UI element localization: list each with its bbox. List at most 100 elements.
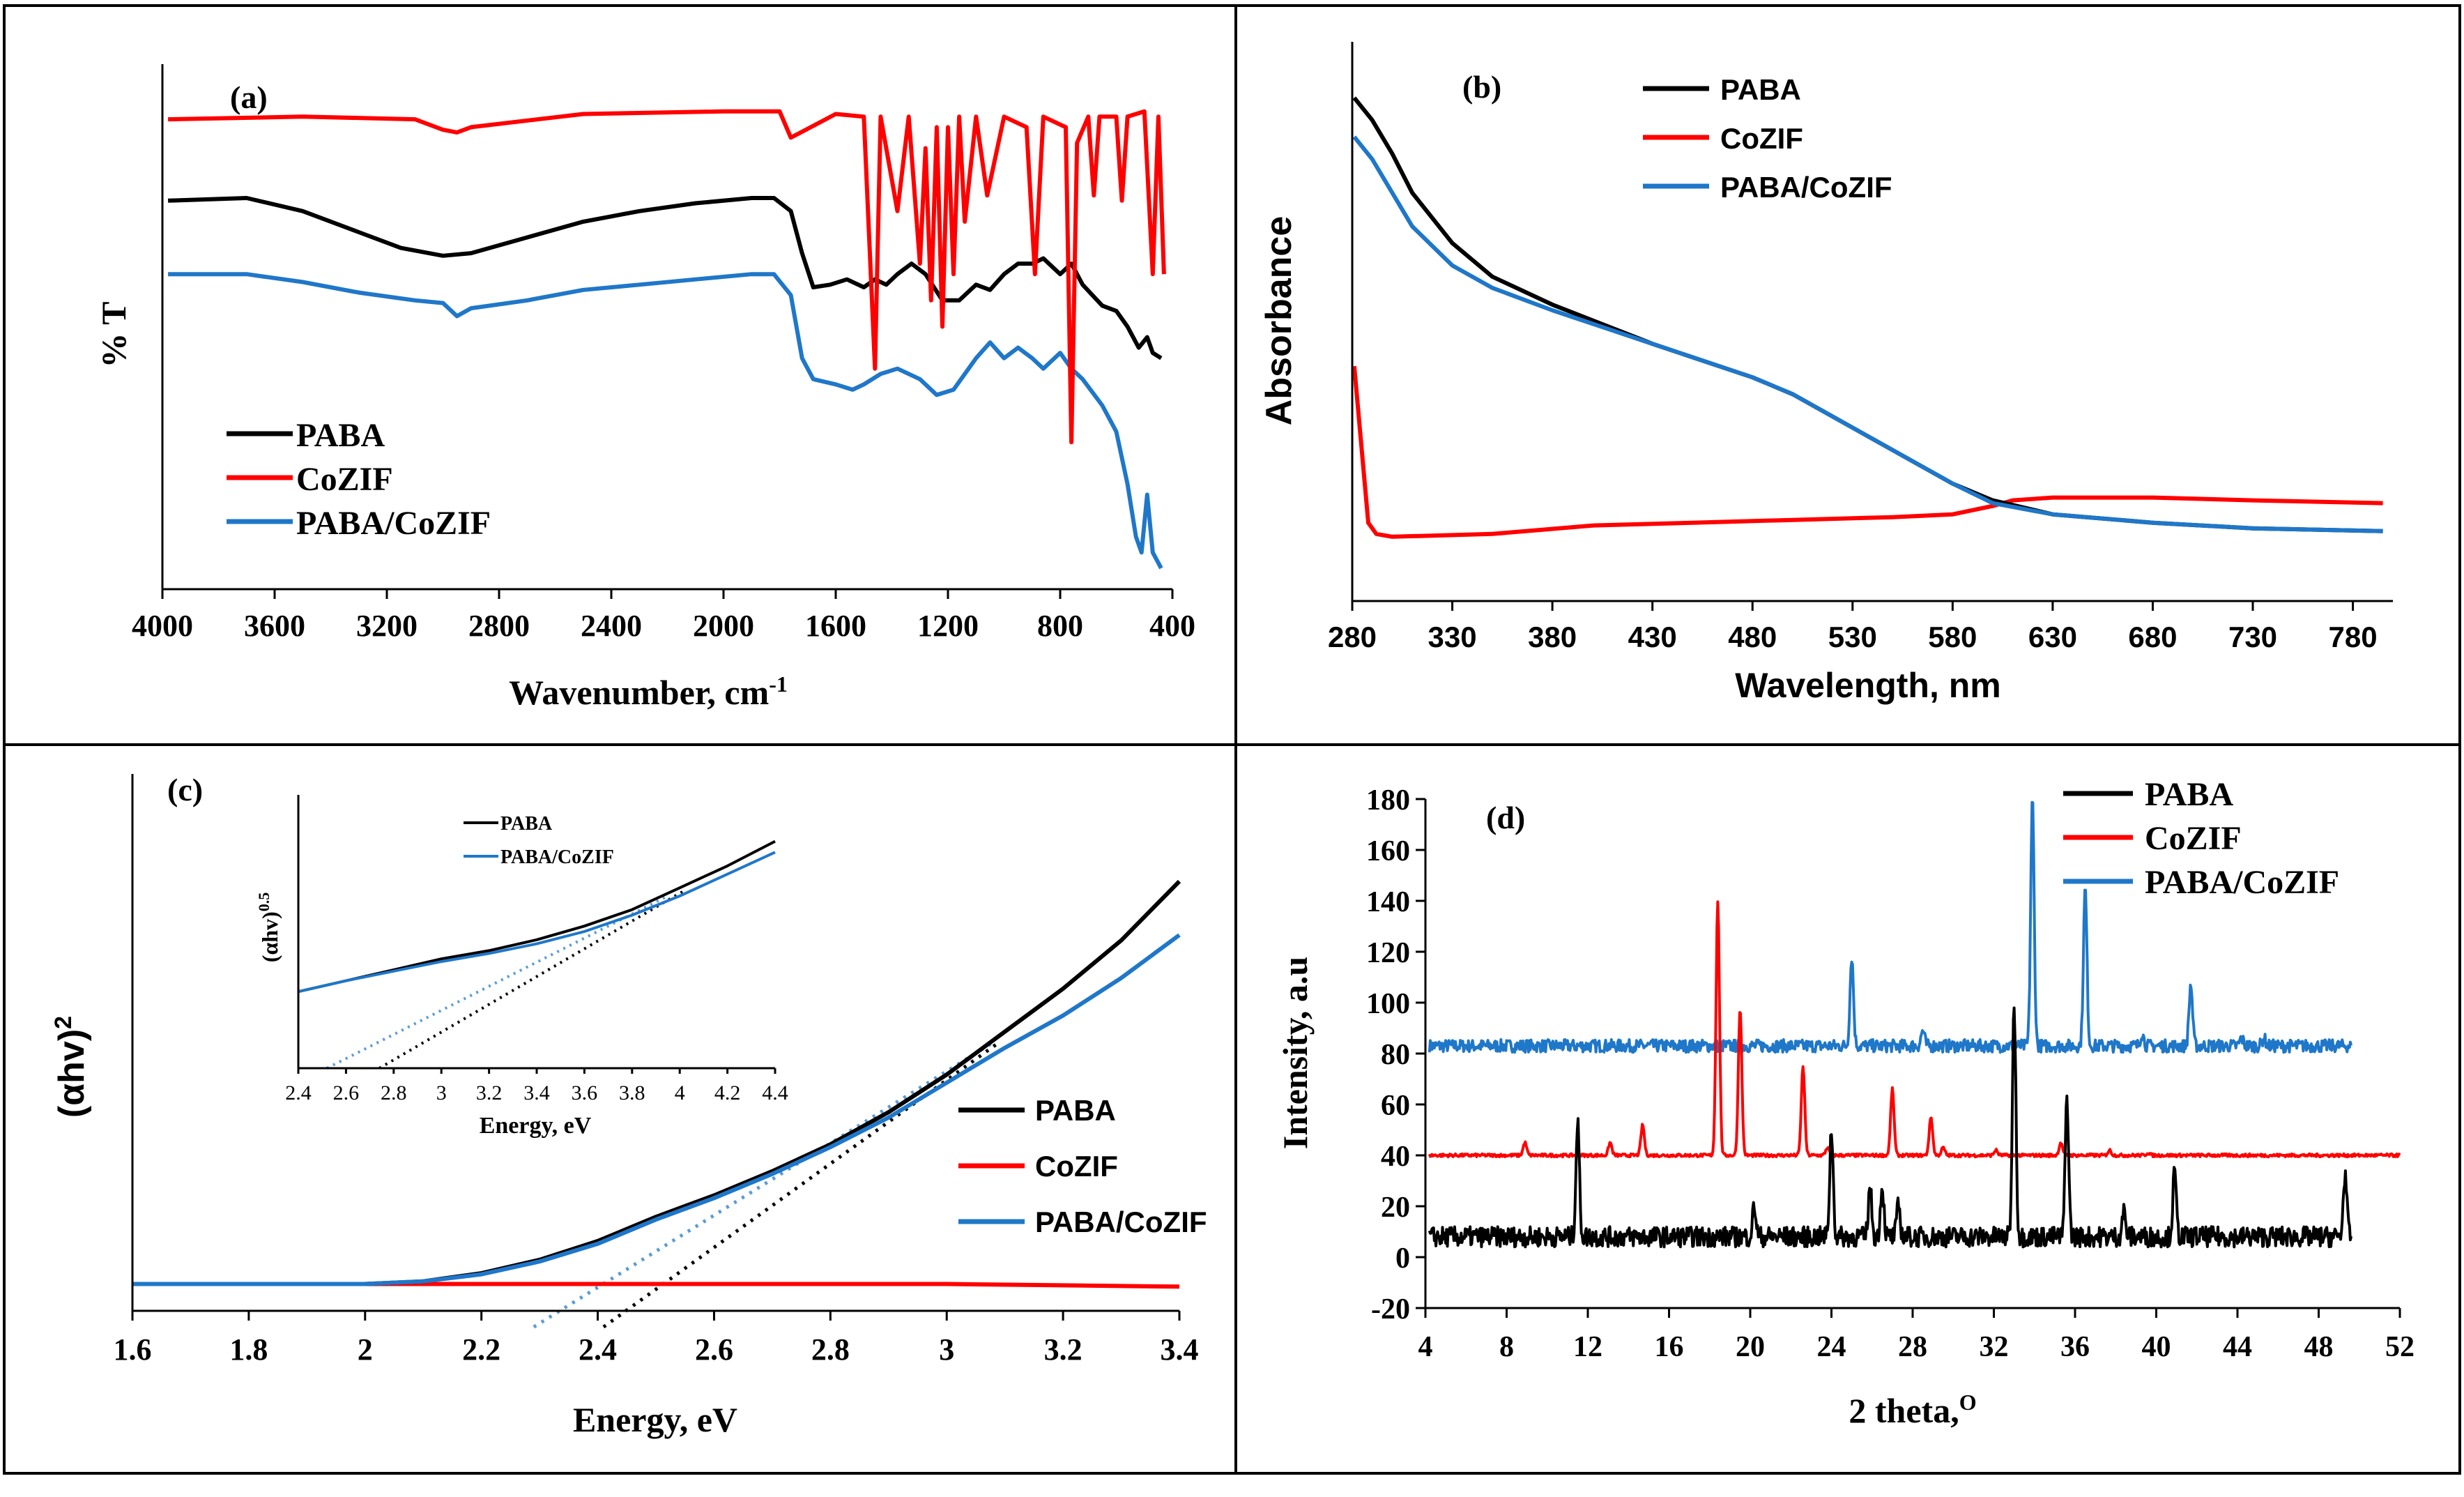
panel-a-x-label: Wavenumber, cm-1: [509, 671, 788, 712]
x-tick-label: 44: [2223, 1331, 2252, 1363]
series-line-paba-cozif: [1352, 135, 2383, 533]
y-tick-label: 0: [1395, 1243, 1410, 1275]
x-tick-label: 40: [2142, 1331, 2171, 1363]
y-tick-label: 60: [1381, 1090, 1410, 1122]
legend-label-paba-cozif: PABA/CoZIF: [1720, 171, 1892, 204]
panel-c-plot-area: [132, 879, 1181, 1329]
legend-label-cozif: CoZIF: [1720, 122, 1803, 155]
y-tick-label: 160: [1366, 835, 1410, 867]
panel-b-plot-area: [1352, 96, 2383, 539]
x-tick-label: 730: [2228, 621, 2277, 653]
panel-c-x-ticks: 1.6 1.8 2 2.2 2.4 2.6 2.8 3 3.2 3.4: [114, 1311, 1199, 1367]
panel-a-x-ticks: 4000 3600 3200 2800 2400 2000 1600 1200 800 400: [132, 589, 1195, 643]
panel-c-legend: PABA CoZIF PABA/CoZIF: [958, 1094, 1207, 1238]
legend-label-cozif: CoZIF: [2145, 820, 2242, 857]
y-tick-label: 140: [1366, 886, 1410, 918]
panel-b-legend: PABA CoZIF PABA/CoZIF: [1643, 73, 1892, 204]
x-tick-label: 630: [2028, 621, 2077, 653]
legend-label-paba: PABA: [1720, 73, 1801, 106]
x-tick-label: 280: [1328, 621, 1377, 653]
x-tick-label: 400: [1149, 609, 1195, 643]
inset-y-label: (αhv)0.5: [255, 892, 282, 962]
x-tick-label: 780: [2329, 621, 2378, 653]
x-tick-label: 3200: [356, 609, 418, 643]
inset-fit-line-paba-fit: [378, 889, 686, 1070]
figure-frame: [3, 4, 2461, 1475]
x-tick-label: 52: [2385, 1331, 2415, 1363]
panel-b-label: (b): [1462, 69, 1501, 105]
series-line-paba: [1428, 1006, 2353, 1249]
inset-legend-label-paba-cozif: PABA/CoZIF: [500, 846, 614, 868]
x-tick-label: 32: [1980, 1331, 2009, 1363]
x-tick-label: 3: [939, 1332, 954, 1367]
panel-d-x-label: 2 theta,O: [1849, 1390, 1976, 1430]
inset-x-tick-label: 3.8: [619, 1081, 645, 1104]
y-tick-label: 120: [1366, 937, 1410, 969]
x-tick-label: 1.6: [114, 1332, 152, 1367]
x-tick-label: 380: [1528, 621, 1577, 653]
panel-d-x-ticks: 4 8 12 16 20 24 28 32 36 40 44 48 52: [1418, 1308, 2415, 1363]
inset-x-ticks: 2.4 2.6 2.8 3 3.2 3.4 3.6 3.8 4 4.2 4.4: [285, 1068, 788, 1104]
y-tick-label: 100: [1366, 988, 1410, 1020]
inset-legend-label-paba: PABA: [500, 813, 553, 835]
inset-x-tick-label: 4.4: [762, 1081, 788, 1104]
legend-label-paba: PABA: [1035, 1094, 1116, 1127]
panel-a-label: (a): [230, 79, 268, 115]
panel-a-legend: PABA CoZIF PABA/CoZIF: [227, 417, 491, 542]
series-line-paba-cozif: [132, 933, 1181, 1286]
panel-c-inset: 2.4 2.6 2.8 3 3.2 3.4 3.6 3.8 4 4.2 4.4 Energy, eV…: [255, 795, 788, 1139]
panel-a-plot-area: [167, 109, 1166, 570]
y-tick-label: 180: [1366, 784, 1410, 816]
x-tick-label: 430: [1628, 621, 1677, 653]
x-tick-label: 2400: [581, 609, 642, 643]
legend-label-paba-cozif: PABA/CoZIF: [2145, 864, 2339, 901]
x-tick-label: 20: [1736, 1331, 1765, 1363]
x-tick-label: 680: [2128, 621, 2177, 653]
legend-label-paba-cozif: PABA/CoZIF: [1035, 1206, 1207, 1238]
legend-label-paba: PABA: [2145, 776, 2233, 813]
inset-x-tick-label: 3: [436, 1081, 447, 1104]
x-tick-label: 3.2: [1044, 1332, 1082, 1367]
series-line-cozif: [1428, 900, 2401, 1159]
y-tick-label: 40: [1381, 1141, 1410, 1173]
x-tick-label: 2.8: [811, 1332, 850, 1367]
inset-series-line-paba-cozif: [298, 851, 776, 994]
inset-x-tick-label: 3.6: [572, 1081, 598, 1104]
x-tick-label: 580: [1928, 621, 1977, 653]
panel-c-x-label: Energy, eV: [573, 1400, 737, 1439]
x-tick-label: 480: [1728, 621, 1777, 653]
x-tick-label: 4: [1418, 1331, 1433, 1363]
legend-label-paba-cozif: PABA/CoZIF: [296, 505, 491, 542]
panel-d-y-ticks: -20 0 20 40 60 80 100 120 140 160 180: [1366, 784, 1425, 1325]
inset-plot-area: [298, 839, 776, 1070]
x-tick-label: 8: [1499, 1331, 1514, 1363]
x-tick-label: 3.4: [1161, 1332, 1199, 1367]
panel-d-label: (d): [1486, 800, 1525, 835]
panel-c-y-label: (αhv)2: [50, 1016, 92, 1118]
panel-d-plot-area: [1428, 800, 2401, 1249]
panel-a-y-label: % T: [94, 302, 133, 368]
series-line-paba-cozif: [168, 272, 1163, 570]
legend-label-cozif: CoZIF: [1035, 1150, 1118, 1183]
inset-x-tick-label: 3.4: [523, 1081, 550, 1104]
panel-d-xrd: (d) 4 8 12 16 20 24 28 32 36 40 44 48 52 -2002040608…: [1276, 776, 2415, 1430]
inset-x-tick-label: 2.6: [333, 1081, 360, 1104]
y-tick-label: -20: [1371, 1293, 1410, 1325]
x-tick-label: 2.4: [579, 1332, 617, 1367]
panel-b-x-ticks: 280 330 380 430 480 530 580 630 680 730 780: [1328, 601, 2378, 653]
panel-b-x-label: Wavelength, nm: [1735, 666, 2001, 705]
legend-label-cozif: CoZIF: [296, 461, 393, 498]
x-tick-label: 1600: [805, 609, 866, 643]
x-tick-label: 2800: [468, 609, 530, 643]
x-tick-label: 530: [1828, 621, 1877, 653]
inset-x-tick-label: 2.8: [381, 1081, 407, 1104]
inset-x-label: Energy, eV: [480, 1113, 592, 1139]
legend-label-paba: PABA: [296, 417, 385, 454]
series-line-paba: [167, 196, 1163, 360]
inset-legend: PABA PABA/CoZIF: [464, 813, 614, 868]
panel-d-y-label: Intensity, a.u: [1276, 957, 1315, 1149]
x-tick-label: 2.6: [695, 1332, 733, 1367]
x-tick-label: 800: [1037, 609, 1083, 643]
x-tick-label: 4000: [132, 609, 193, 643]
x-tick-label: 2: [358, 1332, 373, 1367]
